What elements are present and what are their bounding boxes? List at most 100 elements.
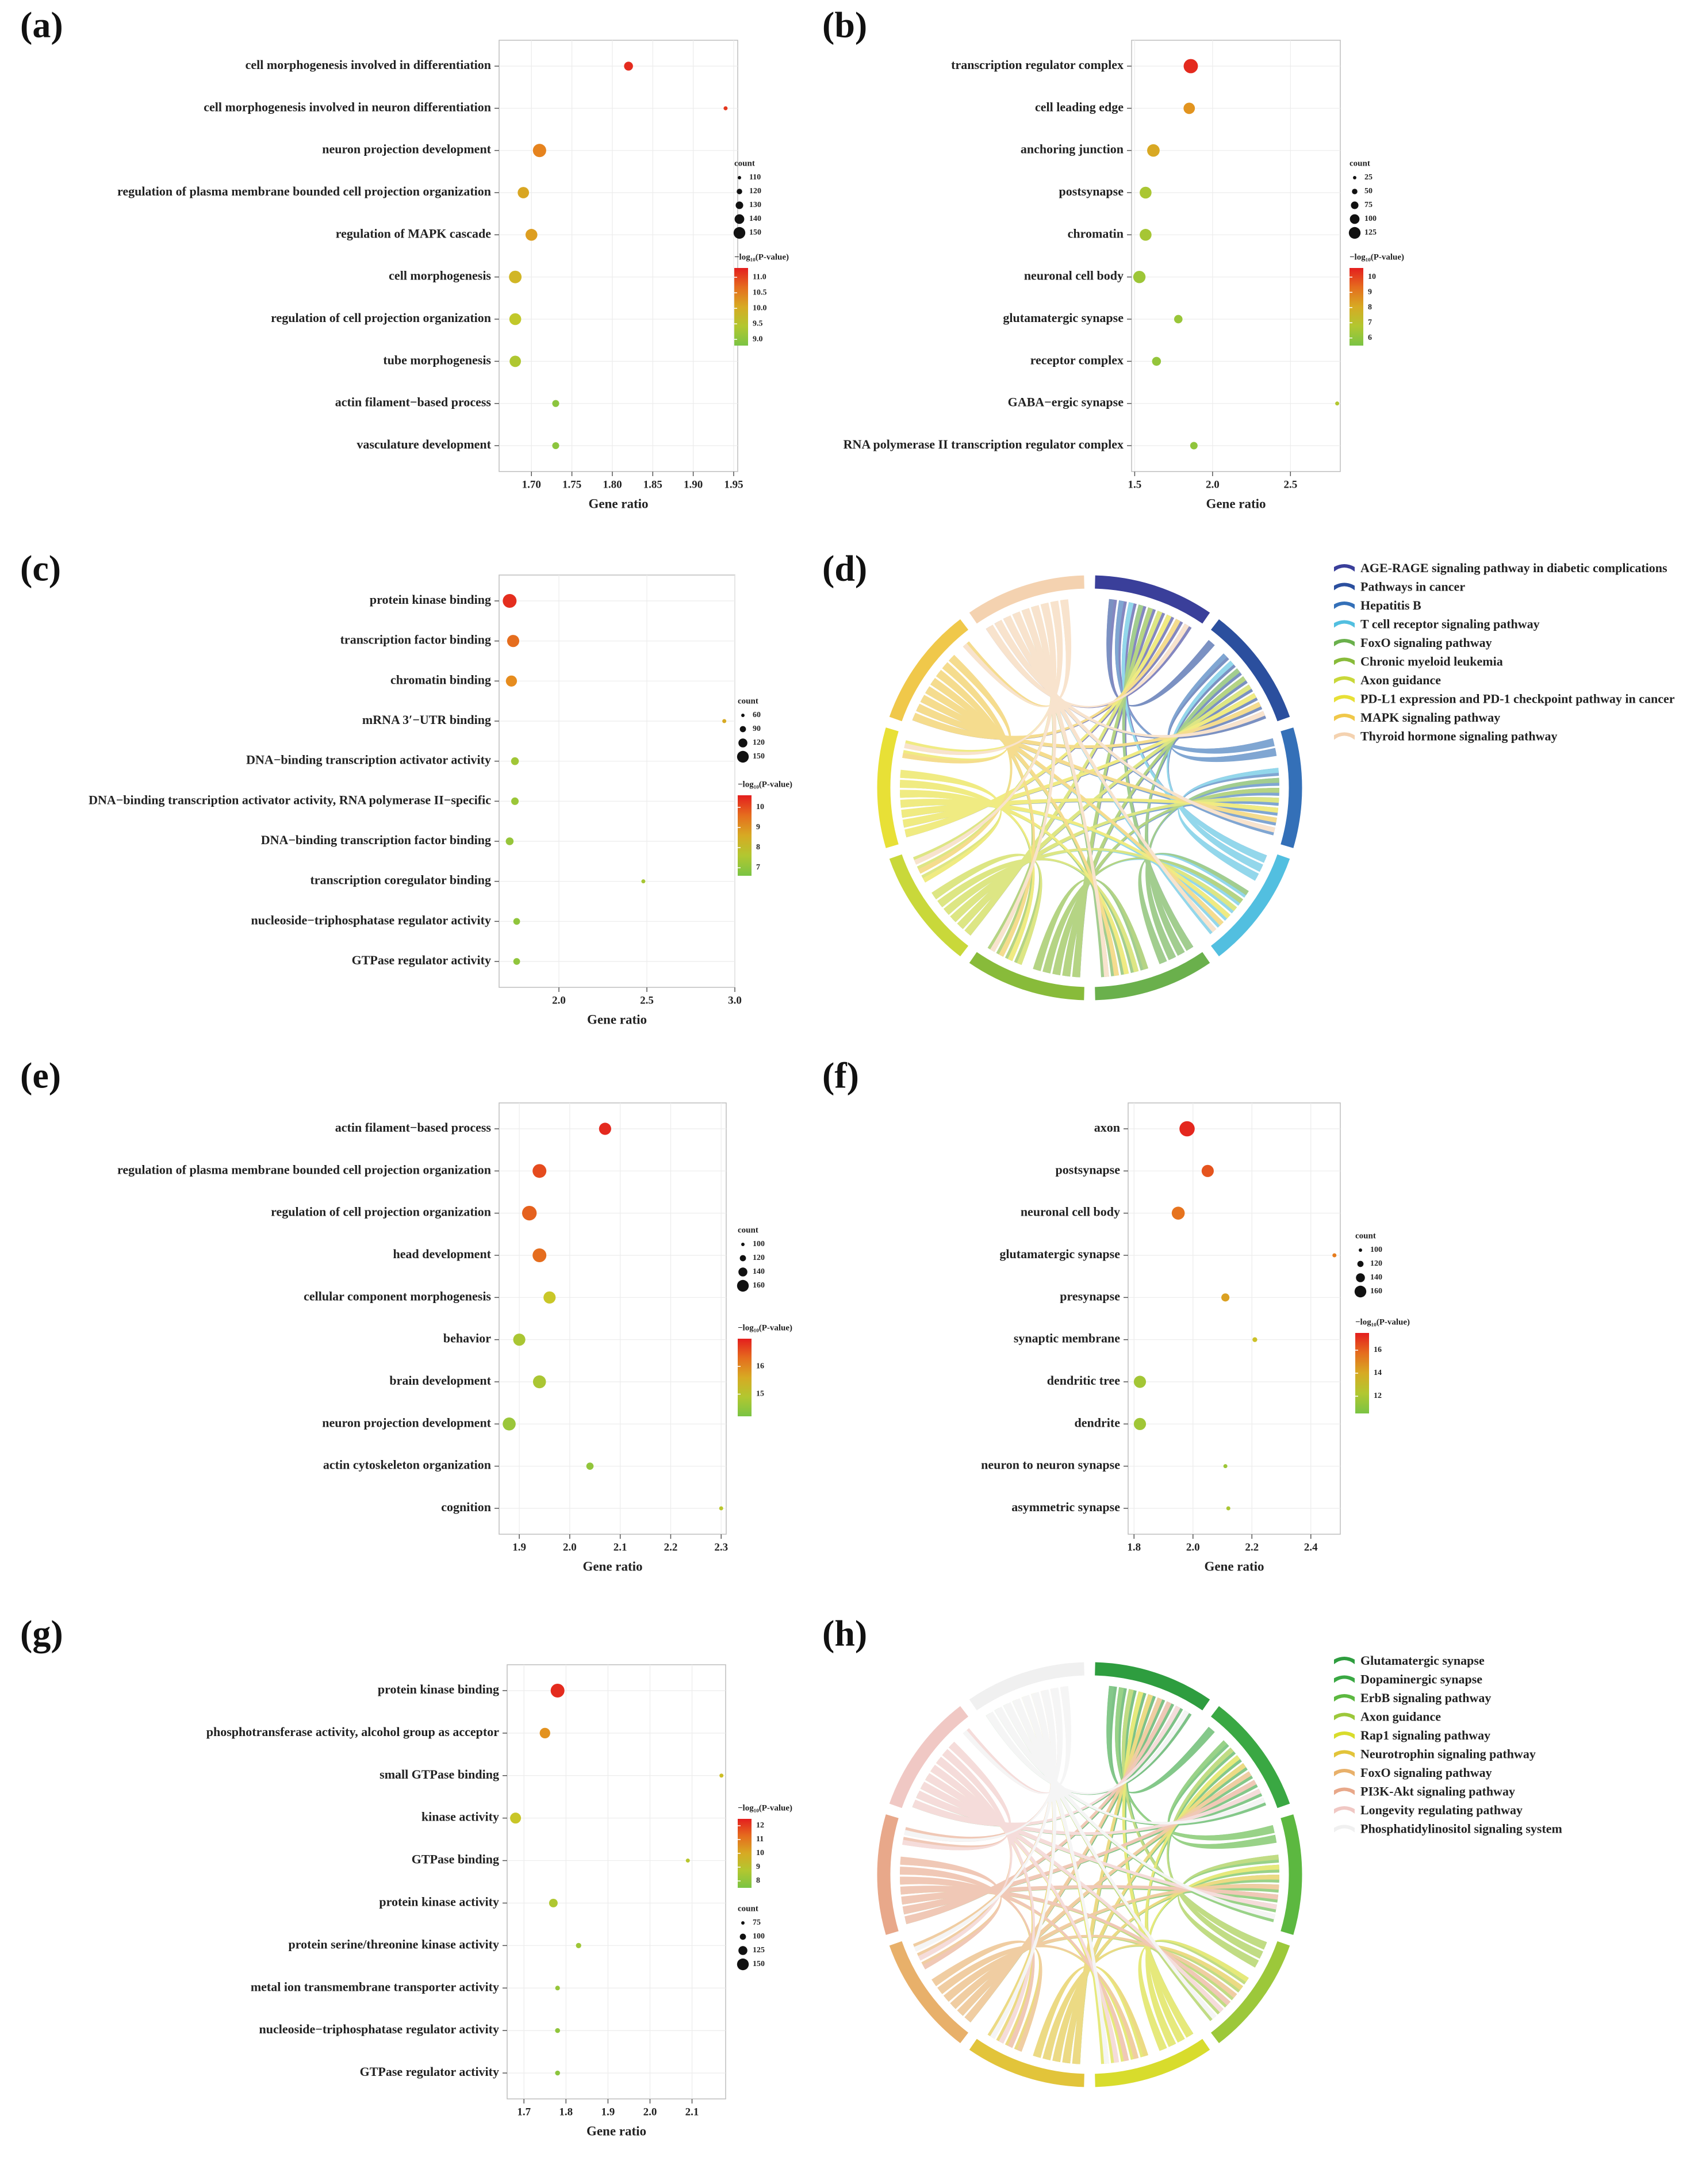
data-point — [539, 1727, 550, 1739]
data-point — [722, 719, 727, 723]
legend-swatch — [1334, 714, 1355, 721]
legend-swatch — [1334, 657, 1355, 665]
chord-ribbon — [925, 1773, 1224, 2013]
chord-ribbon — [1033, 1965, 1148, 2058]
data-point — [511, 757, 519, 765]
data-point — [505, 675, 517, 687]
size-legend-dot — [1350, 214, 1360, 224]
size-legend-label: 160 — [1370, 1287, 1382, 1296]
chord-arc — [1210, 1940, 1291, 2044]
data-point — [532, 1164, 547, 1178]
color-legend-label: 8 — [756, 843, 760, 852]
chord-ribbon — [1139, 853, 1249, 963]
term-label: protein kinase activity — [379, 1894, 499, 1909]
data-point — [507, 635, 520, 647]
data-point — [511, 797, 519, 805]
term-label: tube morphogenesis — [383, 352, 491, 367]
color-legend-title: −log₁₀(P-value) — [734, 252, 789, 262]
size-legend-dot — [1359, 1248, 1362, 1252]
term-label: postsynapse — [1059, 184, 1124, 198]
data-point — [509, 270, 522, 283]
data-point — [525, 229, 538, 241]
size-legend-label: 120 — [1370, 1259, 1382, 1268]
data-point — [1201, 1164, 1214, 1177]
x-tick-label: 1.8 — [1127, 1541, 1141, 1553]
data-point — [1332, 1253, 1337, 1258]
legend-label: Chronic myeloid leukemia — [1360, 654, 1503, 669]
color-legend-label: 12 — [756, 1821, 764, 1830]
data-point — [1133, 1375, 1147, 1388]
color-legend-label: 16 — [756, 1362, 764, 1370]
panel-label: (c) — [20, 548, 61, 589]
term-label: transcription factor binding — [340, 633, 491, 647]
size-legend-dot — [1353, 176, 1356, 179]
data-point — [513, 918, 520, 925]
term-label: regulation of MAPK cascade — [336, 226, 492, 240]
term-label: regulation of plasma membrane bounded ce… — [117, 184, 491, 198]
grid — [499, 40, 738, 472]
data-point — [1190, 442, 1198, 450]
term-label: regulation of cell projection organizati… — [271, 1205, 491, 1219]
chord-arc — [888, 1940, 969, 2044]
chord-ribbon — [1122, 604, 1194, 951]
data-point — [1133, 270, 1146, 283]
data-point — [505, 837, 514, 845]
legend-label: Pathways in cancer — [1360, 580, 1465, 594]
color-legend-label: 12 — [1374, 1392, 1382, 1400]
term-label: nucleoside−triphosphatase regulator acti… — [259, 2022, 500, 2036]
x-tick-label: 1.75 — [562, 478, 581, 491]
chord-arc — [876, 726, 899, 849]
x-axis-label: Gene ratio — [587, 1012, 647, 1026]
x-tick-label: 2.0 — [643, 2106, 657, 2118]
chord-ribbon — [963, 599, 1072, 707]
x-tick-label: 2.5 — [1283, 478, 1297, 491]
chord-ribbon — [1122, 1691, 1194, 2038]
legend-swatch — [1334, 620, 1355, 628]
color-legend-label: 9 — [756, 823, 760, 832]
term-label: cell morphogenesis involved in different… — [246, 58, 491, 72]
chord-ribbon — [1167, 660, 1263, 872]
panel-f: (f) 1.8 2.0 2.2 2.4 Gene ratio axon postsynapse… — [822, 1055, 1410, 1574]
legend-swatch — [1334, 1712, 1355, 1721]
size-legend-label: 100 — [1370, 1246, 1382, 1254]
data-point — [513, 1334, 526, 1346]
chord-arc — [1210, 853, 1291, 957]
data-point — [641, 879, 646, 884]
term-label: DNA−binding transcription activator acti… — [89, 792, 491, 807]
data-point — [510, 1813, 522, 1824]
panel-h: (h) Glutamatergic synapse Dopaminergic syn… — [822, 1613, 1562, 2088]
color-legend-label: 8 — [756, 1876, 760, 1885]
x-tick-label: 2.1 — [685, 2106, 699, 2118]
legend-label: Glutamatergic synapse — [1360, 1653, 1485, 1668]
size-legend-label: 140 — [753, 1267, 765, 1276]
color-bar — [1350, 268, 1363, 346]
chord-arc — [1094, 951, 1211, 1001]
chord-ribbon — [900, 1859, 1002, 1970]
chord-ribbon — [1167, 1747, 1263, 1959]
size-legend-label: 110 — [749, 173, 761, 182]
size-legend-dot — [738, 738, 747, 748]
panel-label: (d) — [822, 548, 867, 589]
legend-label: T cell receptor signaling pathway — [1360, 617, 1540, 631]
data-point — [1335, 401, 1340, 406]
data-point — [1133, 1417, 1147, 1430]
panel-c: (c) 2.0 2.5 3.0 Gene ratio protein kinase bin… — [20, 548, 792, 1027]
legend-label: Axon guidance — [1360, 1710, 1441, 1724]
term-label: neuronal cell body — [1024, 269, 1124, 283]
chord-ribbon — [1167, 653, 1277, 763]
plot-frame — [499, 40, 738, 472]
data-point — [503, 1417, 516, 1431]
term-label: regulation of plasma membrane bounded ce… — [117, 1162, 491, 1177]
term-label: receptor complex — [1030, 352, 1124, 367]
chord-ribbon — [902, 1780, 1257, 1915]
legend-swatch — [1334, 1750, 1355, 1758]
legend-label: FoxO signaling pathway — [1360, 635, 1492, 650]
size-legend-label: 60 — [753, 711, 761, 719]
legend-label: Hepatitis B — [1360, 598, 1421, 612]
x-tick-label: 2.0 — [552, 994, 566, 1006]
x-axis-label: Gene ratio — [582, 1559, 642, 1573]
panel-b: (b) 1.5 2.0 2.5 Gene ratio transcription regu… — [822, 5, 1404, 511]
plot-frame — [499, 574, 735, 988]
term-label: metal ion transmembrane transporter acti… — [251, 1979, 499, 1994]
term-label: GTPase binding — [412, 1852, 499, 1867]
